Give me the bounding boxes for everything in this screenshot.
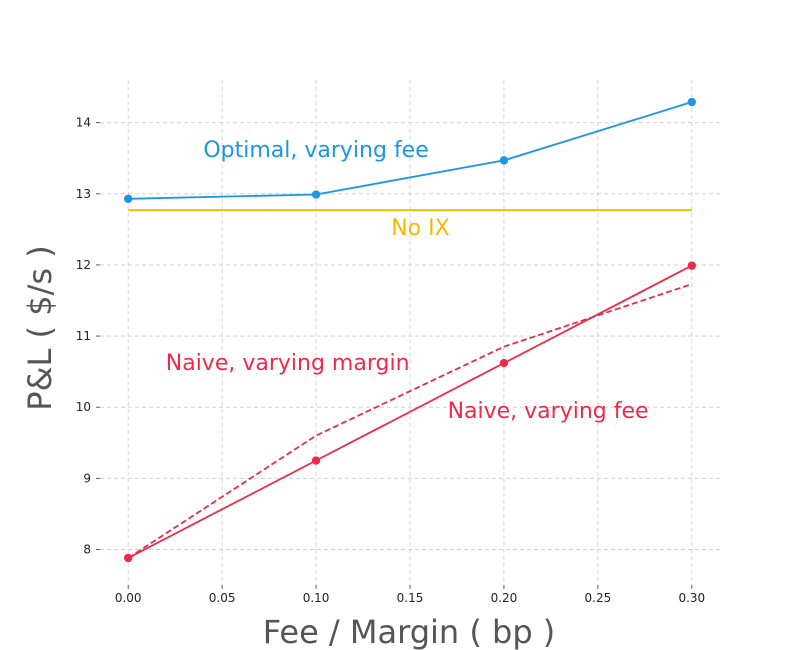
x-tick-label: 0.15 (397, 591, 424, 605)
series-point-0 (687, 97, 697, 107)
y-tick-label: 14 (76, 116, 91, 130)
x-tick-label: 0.25 (585, 591, 612, 605)
y-tick-label: 8 (83, 542, 91, 556)
annotation-label-2: Naive, varying margin (166, 351, 410, 376)
y-tick-label: 9 (83, 471, 91, 485)
y-tick-label: 13 (76, 187, 91, 201)
y-axis-title: P&L ( $/s ) (21, 245, 59, 410)
y-tick-label: 10 (76, 400, 91, 414)
annotation-label-3: Naive, varying fee (448, 399, 649, 424)
x-tick-label: 0.00 (115, 591, 142, 605)
x-tick-label: 0.05 (209, 591, 236, 605)
grid-lines (100, 80, 720, 585)
series-point-0 (499, 156, 509, 165)
y-axis-ticks: 8 9 10 11 12 13 14 (76, 116, 100, 556)
series-line-3 (127, 283, 693, 559)
series-line-2 (127, 264, 693, 559)
annotations-layer: Optimal, varying fee No IX Naive, varying … (166, 138, 649, 424)
y-tick-label: 11 (76, 329, 91, 343)
x-tick-label: 0.10 (303, 591, 330, 605)
series-point-2 (687, 261, 697, 270)
series-point-2 (311, 456, 321, 465)
x-axis-title: Fee / Margin ( bp ) (263, 613, 556, 650)
series-point-2 (499, 358, 509, 368)
series-point-0 (123, 194, 133, 203)
series-layer (123, 97, 697, 563)
series-point-0 (311, 190, 321, 199)
y-tick-label: 12 (76, 258, 91, 272)
annotation-label-0: Optimal, varying fee (203, 138, 428, 163)
x-tick-label: 0.30 (678, 591, 705, 605)
x-axis-ticks: 0.00 0.05 0.10 0.15 0.20 0.25 0.30 (115, 585, 705, 605)
x-tick-label: 0.20 (491, 591, 518, 605)
annotation-label-1: No IX (391, 216, 449, 241)
series-line-0 (128, 101, 693, 200)
